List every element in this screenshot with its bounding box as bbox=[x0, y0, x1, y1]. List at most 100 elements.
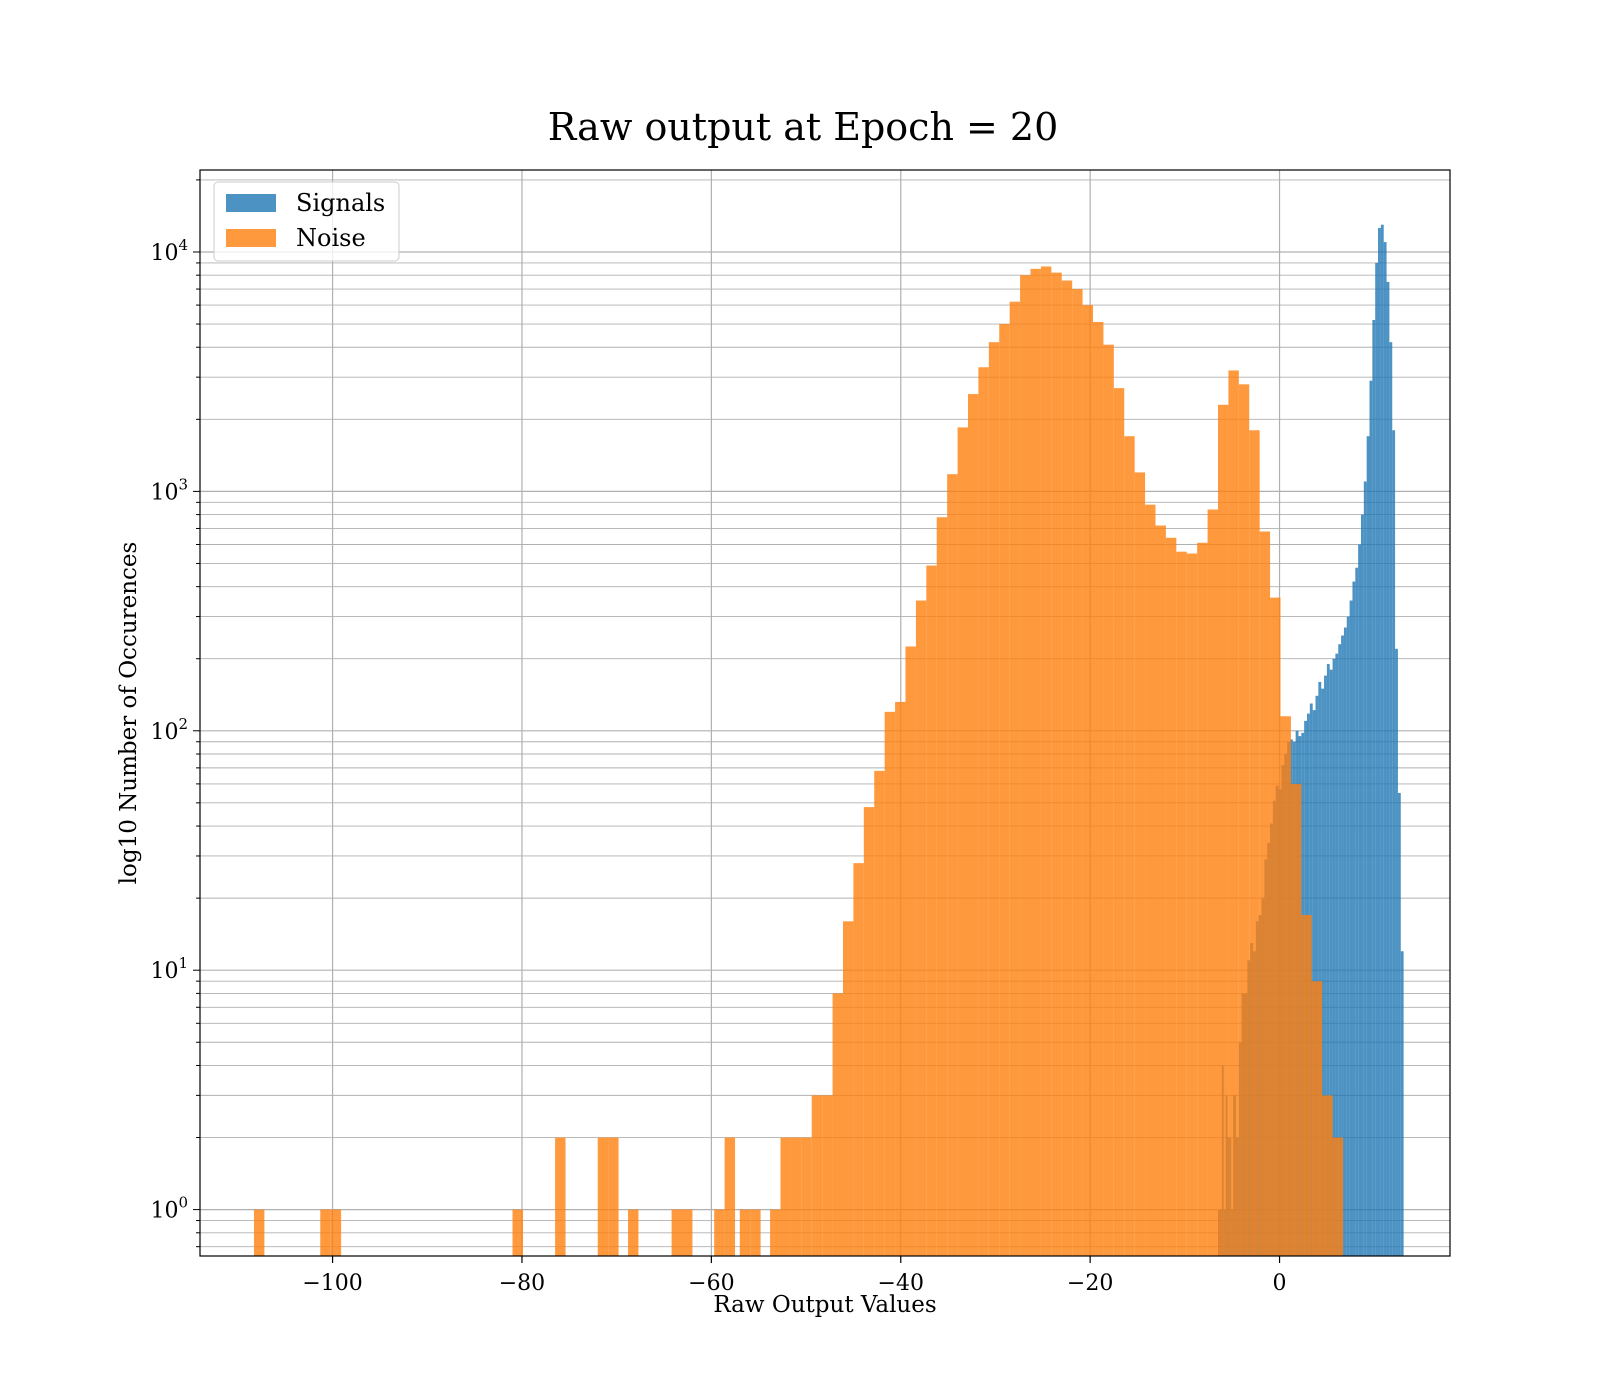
x-tick-label: −40 bbox=[878, 1271, 924, 1296]
histogram-bar-noise bbox=[608, 1137, 619, 1256]
y-tick-base: 10 bbox=[150, 720, 178, 745]
histogram-bar-signals bbox=[1315, 695, 1319, 1256]
histogram-bar-noise bbox=[957, 427, 968, 1256]
histogram-bar-signals bbox=[1386, 281, 1390, 1256]
histogram-bar-noise bbox=[597, 1137, 609, 1256]
histogram-bar-noise bbox=[801, 1137, 812, 1256]
y-tick-label: 104 bbox=[150, 236, 188, 266]
chart-title: Raw output at Epoch = 20 bbox=[548, 105, 1059, 149]
histogram-bar-signals bbox=[1360, 514, 1364, 1256]
y-tick-base: 10 bbox=[150, 480, 178, 505]
x-tick-label: −80 bbox=[499, 1271, 545, 1296]
y-tick-label: 101 bbox=[150, 954, 188, 984]
histogram-bar-noise bbox=[1051, 272, 1062, 1256]
histogram-bar-signals bbox=[1369, 380, 1373, 1256]
histogram-bar-signals bbox=[1338, 644, 1342, 1256]
histogram-bars bbox=[253, 224, 1404, 1257]
histogram-bar-noise bbox=[967, 394, 979, 1256]
histogram-bar-noise bbox=[853, 863, 864, 1256]
histogram-bar-signals bbox=[1324, 675, 1327, 1256]
histogram-bar-noise bbox=[1145, 504, 1156, 1256]
histogram-bar-signals bbox=[1389, 342, 1393, 1256]
legend-swatch-signals bbox=[226, 194, 276, 212]
histogram-bar-signals bbox=[1383, 242, 1387, 1257]
histogram-bar-noise bbox=[780, 1137, 791, 1256]
histogram-bar-noise bbox=[790, 1137, 802, 1256]
histogram-bar-noise bbox=[1176, 551, 1187, 1256]
histogram-bar-noise bbox=[1301, 915, 1312, 1256]
histogram-bar-noise bbox=[926, 565, 937, 1256]
histogram-bar-signals bbox=[1363, 481, 1367, 1256]
histogram-bar-noise bbox=[682, 1209, 693, 1256]
histogram-bar-noise bbox=[936, 517, 948, 1256]
histogram-bar-noise bbox=[628, 1209, 639, 1256]
histogram-bar-signals bbox=[1372, 319, 1376, 1257]
x-tick-label: −100 bbox=[302, 1271, 362, 1296]
histogram-bar-signals bbox=[1358, 544, 1361, 1256]
histogram-bar-noise bbox=[1040, 266, 1052, 1256]
series-noise bbox=[253, 266, 1343, 1257]
y-tick-exponent: 4 bbox=[178, 236, 188, 254]
histogram-bar-noise bbox=[884, 711, 896, 1256]
histogram-bar-noise bbox=[1280, 716, 1291, 1256]
y-tick-base: 10 bbox=[150, 959, 178, 984]
histogram-bar-noise bbox=[947, 474, 958, 1256]
y-tick-exponent: 0 bbox=[178, 1194, 188, 1212]
histogram-bar-noise bbox=[832, 993, 843, 1256]
x-tick-label: 0 bbox=[1273, 1271, 1287, 1296]
histogram-bar-signals bbox=[1343, 627, 1347, 1256]
histogram-bar-noise bbox=[842, 921, 854, 1256]
histogram-bar-noise bbox=[863, 807, 875, 1256]
histogram-bar-noise bbox=[1134, 472, 1146, 1257]
histogram-bar-noise bbox=[1165, 537, 1177, 1256]
histogram-bar-signals bbox=[1380, 224, 1384, 1257]
histogram-bar-noise bbox=[905, 646, 916, 1256]
histogram-bar-signals bbox=[1400, 951, 1404, 1256]
histogram-bar-noise bbox=[671, 1209, 683, 1256]
legend-label-signals: Signals bbox=[296, 189, 385, 217]
histogram-bar-noise bbox=[1290, 783, 1302, 1256]
histogram-bar-signals bbox=[1352, 581, 1356, 1256]
histogram-bar-noise bbox=[1249, 430, 1260, 1256]
histogram-bar-noise bbox=[1072, 289, 1083, 1256]
histogram-bar-signals bbox=[1321, 688, 1325, 1256]
y-tick-exponent: 2 bbox=[178, 715, 188, 733]
histogram-bar-noise bbox=[512, 1209, 523, 1256]
histogram-bar-noise bbox=[253, 1209, 265, 1256]
histogram-bar-noise bbox=[1082, 305, 1093, 1257]
histogram-bar-noise bbox=[555, 1137, 566, 1256]
histogram-bar-noise bbox=[1322, 1095, 1333, 1256]
histogram-bar-noise bbox=[770, 1209, 781, 1256]
histogram-bar-noise bbox=[1061, 280, 1073, 1256]
histogram-bar-signals bbox=[1349, 600, 1353, 1256]
histogram-bar-noise bbox=[1238, 384, 1250, 1256]
histogram-bar-noise bbox=[895, 701, 906, 1256]
histogram-bar-noise bbox=[1124, 436, 1135, 1256]
histogram-bar-noise bbox=[1009, 301, 1021, 1256]
histogram-bar-noise bbox=[915, 600, 927, 1256]
histogram-bar-signals bbox=[1375, 262, 1379, 1256]
histogram-bar-noise bbox=[1155, 525, 1166, 1256]
y-tick-base: 10 bbox=[150, 1199, 178, 1224]
histogram-bar-noise bbox=[1197, 542, 1208, 1256]
histogram-bar-signals bbox=[1326, 664, 1330, 1256]
legend-label-noise: Noise bbox=[296, 224, 366, 252]
y-axis-label: log10 Number of Occurences bbox=[116, 542, 142, 885]
histogram-bar-noise bbox=[724, 1137, 736, 1256]
histogram-bar-signals bbox=[1346, 616, 1350, 1256]
histogram-bar-noise bbox=[1092, 321, 1104, 1257]
histogram-bar-signals bbox=[1341, 635, 1344, 1256]
histogram-bar-noise bbox=[1113, 388, 1125, 1257]
y-tick-label: 102 bbox=[150, 715, 188, 745]
histogram-bar-noise bbox=[1270, 597, 1281, 1256]
histogram-bar-noise bbox=[1207, 509, 1218, 1256]
legend: Signals Noise bbox=[213, 181, 400, 262]
y-tick-base: 10 bbox=[150, 241, 178, 266]
histogram-bar-signals bbox=[1392, 430, 1396, 1256]
histogram-bar-noise bbox=[714, 1209, 725, 1256]
histogram-bar-signals bbox=[1318, 681, 1322, 1256]
histogram-bar-noise bbox=[811, 1095, 823, 1256]
histogram-bar-noise bbox=[1186, 553, 1198, 1256]
histogram-bar-noise bbox=[988, 342, 1000, 1256]
